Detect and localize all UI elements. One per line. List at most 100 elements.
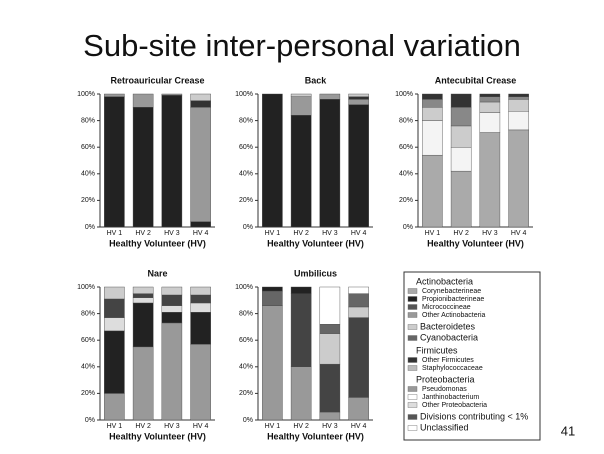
bar-segment <box>104 93 125 97</box>
x-tick-label: HV 2 <box>453 230 469 237</box>
bar-segment <box>508 93 529 97</box>
bar-segment <box>479 101 501 113</box>
bar-segment <box>319 286 341 325</box>
x-axis-label: Healthy Volunteer (HV) <box>109 238 206 248</box>
bar-segment <box>508 129 529 228</box>
bar-segment <box>290 93 312 97</box>
legend-box <box>403 271 541 441</box>
y-tick-label: 60% <box>399 144 413 151</box>
bar-segment <box>422 120 443 156</box>
bar-segment <box>190 312 211 345</box>
bar-segment <box>262 93 283 228</box>
x-tick-label: HV 3 <box>322 423 338 430</box>
legend-label: Micrococcineae <box>422 304 471 311</box>
x-tick-label: HV 3 <box>322 230 338 237</box>
y-tick-label: 20% <box>81 197 95 204</box>
x-tick-label: HV 4 <box>351 230 367 237</box>
bar-segment <box>479 132 501 228</box>
y-tick-label: 20% <box>239 390 253 397</box>
bar-segment <box>348 293 369 308</box>
chart-title: Retroauricular Crease <box>110 75 204 85</box>
legend-label: Other Proteobacteria <box>422 402 487 409</box>
y-tick-label: 0% <box>85 417 95 424</box>
chart-title: Umbilicus <box>294 268 337 278</box>
bar-segment <box>348 93 369 97</box>
legend-swatch <box>407 288 418 294</box>
legend-label: Cyanobacteria <box>420 332 478 342</box>
chart-title: Nare <box>147 268 167 278</box>
legend-group-title: Actinobacteria <box>416 276 473 286</box>
x-tick-label: HV 4 <box>193 230 209 237</box>
x-tick-label: HV 2 <box>135 423 151 430</box>
bar-segment <box>348 306 369 318</box>
bar-segment <box>161 93 183 96</box>
x-tick-label: HV 4 <box>193 423 209 430</box>
bar-segment <box>319 324 341 334</box>
bar-segment <box>190 221 211 228</box>
legend-label: Bacteroidetes <box>420 321 476 331</box>
bar-segment <box>422 93 443 100</box>
bar-segment <box>104 393 125 421</box>
y-tick-label: 80% <box>239 310 253 317</box>
x-tick-label: HV 2 <box>293 423 309 430</box>
y-tick-label: 100% <box>235 91 253 98</box>
bar-segment <box>132 286 154 294</box>
bar-segment <box>104 286 125 300</box>
bar-segment <box>104 317 125 332</box>
x-axis-label: Healthy Volunteer (HV) <box>267 238 364 248</box>
legend-swatch <box>407 402 418 408</box>
bar-segment <box>348 317 369 398</box>
y-tick-label: 40% <box>81 171 95 178</box>
bar-segment <box>319 93 341 100</box>
x-tick-label: HV 4 <box>351 423 367 430</box>
bar-segment <box>190 107 211 222</box>
bar-segment <box>161 294 183 306</box>
legend-group-title: Firmicutes <box>416 345 458 355</box>
bar-segment <box>422 99 443 108</box>
legend-label: Other Actinobacteria <box>422 312 486 319</box>
x-tick-label: HV 4 <box>511 230 527 237</box>
bar-segment <box>190 343 211 421</box>
bar-segment <box>508 111 529 131</box>
bar-segment <box>479 96 501 103</box>
y-tick-label: 40% <box>239 171 253 178</box>
legend-group-title: Proteobacteria <box>416 374 475 384</box>
bar-segment <box>132 346 154 421</box>
legend-label: Propionibacterineae <box>422 296 484 303</box>
bar-segment <box>262 290 283 306</box>
x-axis-label: Healthy Volunteer (HV) <box>109 431 206 441</box>
legend-swatch <box>407 394 418 400</box>
x-tick-label: HV 3 <box>482 230 498 237</box>
y-tick-label: 60% <box>81 144 95 151</box>
bar-segment <box>422 107 443 121</box>
y-tick-label: 0% <box>243 224 253 231</box>
y-tick-label: 100% <box>77 284 95 291</box>
y-tick-label: 60% <box>239 337 253 344</box>
x-axis-label: Healthy Volunteer (HV) <box>427 238 524 248</box>
x-tick-label: HV 1 <box>107 230 123 237</box>
page-number: 41 <box>561 423 575 438</box>
y-tick-label: 40% <box>399 171 413 178</box>
y-tick-label: 80% <box>239 117 253 124</box>
legend-label: Other Firmicutes <box>422 357 474 364</box>
legend-swatch <box>407 386 418 392</box>
bar-segment <box>132 302 154 348</box>
bar-segment <box>104 96 125 228</box>
bar-segment <box>319 99 341 228</box>
y-tick-label: 0% <box>403 224 413 231</box>
x-tick-label: HV 1 <box>265 230 281 237</box>
legend-swatch <box>407 357 418 363</box>
legend-swatch <box>407 312 418 318</box>
bar-segment <box>450 93 472 108</box>
x-tick-label: HV 1 <box>265 423 281 430</box>
y-tick-label: 20% <box>239 197 253 204</box>
y-tick-label: 80% <box>81 310 95 317</box>
bar-segment <box>290 366 312 421</box>
legend-swatch <box>407 335 418 341</box>
bar-segment <box>132 297 154 304</box>
x-tick-label: HV 2 <box>293 230 309 237</box>
legend-label: Unclassified <box>420 422 469 432</box>
y-tick-label: 60% <box>239 144 253 151</box>
legend-label: Staphylococcaceae <box>422 365 483 372</box>
